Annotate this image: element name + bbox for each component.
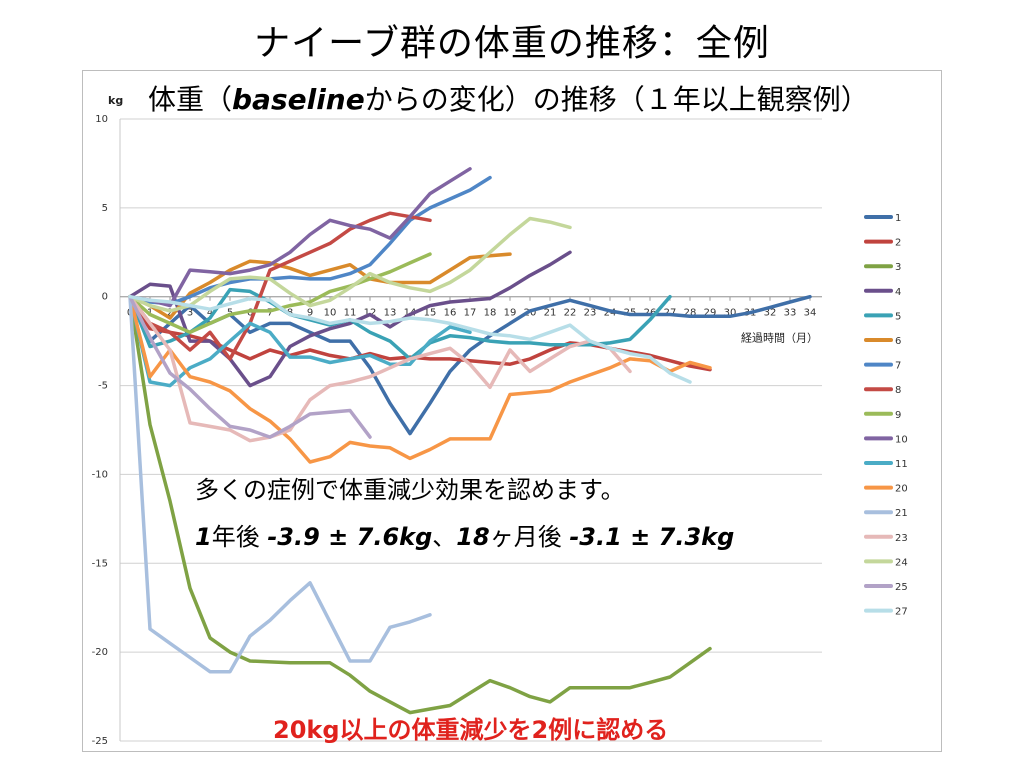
series-line-1 [128,294,812,436]
x-tick-label: 21 [544,308,557,319]
legend-label-9: 9 [895,410,901,421]
y-tick-label: -5 [98,381,108,392]
ann3-text: 以上の体重減少を [339,716,532,744]
x-tick-label: 11 [344,308,357,319]
slide-title: ナイーブ群の体重の推移：全例 [254,23,770,64]
y-tick-label: -10 [92,469,108,480]
legend-label-4: 4 [895,287,901,298]
stat-18-month-label: ヶ月後 [489,523,570,551]
legend-label-5: 5 [895,311,901,322]
y-tick-label: 0 [102,292,108,303]
stat-1-year-num: 1 [195,523,212,551]
series-line-10 [128,167,472,308]
annotation-weight-loss-effect: 多くの症例で体重減少効果を認めます。 [195,476,625,504]
x-tick-label: 15 [424,308,437,319]
y-tick-label: -25 [92,736,108,747]
annotation-statistics: 1年後 -3.9 ± 7.6kg、18ヶ月後 -3.1 ± 7.3kg [195,517,734,552]
series-line-4 [128,250,572,388]
chart-title-baseline: baseline [232,83,365,116]
legend-label-1: 1 [895,213,901,224]
legend-label-25: 25 [895,582,908,593]
legend-label-6: 6 [895,336,901,347]
legend-label-2: 2 [895,238,901,249]
series-line-24 [128,216,572,313]
stat-1-year-value: -3.9 ± 7.6kg [267,523,433,551]
x-tick-label: 29 [704,308,717,319]
x-tick-label: 7 [267,308,273,319]
x-tick-label: 2 [167,308,173,319]
series-line-6 [128,252,512,320]
series-line-3 [128,294,712,715]
y-axis-unit: kg [108,94,123,107]
x-tick-label: 4 [207,308,213,319]
stat-18-month-value: -3.1 ± 7.3kg [569,523,735,551]
x-tick-label: 32 [764,308,777,319]
ann3-tail: 例に認める [548,716,669,744]
legend-label-21: 21 [895,508,908,519]
ann3-count: 2 [531,716,549,744]
series-line-8 [128,211,432,361]
legend-label-23: 23 [895,533,908,544]
legend-label-27: 27 [895,607,908,618]
ann3-20kg: 20kg [273,716,340,744]
stat-18-month-num: 18 [456,523,490,551]
series-line-27 [128,294,692,384]
stat-separator: 、 [432,523,457,551]
series-line-23 [128,294,632,443]
series-line-7 [128,175,492,306]
x-tick-label: 10 [324,308,337,319]
x-tick-label: 19 [504,308,517,319]
y-tick-label: 5 [102,203,108,214]
x-tick-label: 18 [484,308,497,319]
series-line-25 [128,294,372,439]
chart-title: 体重（baselineからの変化）の推移（１年以上観察例） [148,78,869,118]
legend-label-10: 10 [895,434,908,445]
x-tick-label: 3 [187,308,193,319]
x-axis-label: 経過時間（月） [741,332,818,345]
x-tick-label: 33 [784,308,797,319]
x-tick-label: 34 [804,308,817,319]
series-line-20 [128,294,712,464]
chart-title-suffix: からの変化）の推移（１年以上観察例） [364,83,869,116]
x-tick-label: 9 [307,308,313,319]
legend-label-20: 20 [895,484,908,495]
chart-title-prefix: 体重（ [148,83,233,116]
x-tick-label: 13 [384,308,397,319]
y-tick-label: -15 [92,558,108,569]
stat-1-year-label: 年後 [211,523,268,551]
legend-label-11: 11 [895,459,908,470]
legend-label-7: 7 [895,361,901,372]
x-tick-label: 23 [584,308,597,319]
x-tick-label: 24 [604,308,617,319]
series-line-21 [128,294,432,674]
legend-label-8: 8 [895,385,901,396]
legend-label-24: 24 [895,557,908,568]
y-tick-label: 10 [95,114,108,125]
x-tick-label: 22 [564,308,577,319]
x-tick-label: 17 [464,308,477,319]
x-tick-label: 16 [444,308,457,319]
annotation-20kg-loss: 20kg以上の体重減少を2例に認める [273,710,668,745]
legend-label-3: 3 [895,262,901,273]
chart-frame [82,70,942,752]
y-tick-label: -20 [92,647,108,658]
x-tick-label: 28 [684,308,697,319]
x-tick-label: 30 [724,308,737,319]
x-tick-label: 20 [524,308,537,319]
x-tick-label: 6 [247,308,253,319]
